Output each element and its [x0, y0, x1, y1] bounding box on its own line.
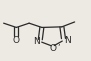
Text: N: N — [33, 37, 40, 46]
Text: ’: ’ — [57, 44, 60, 53]
Text: O: O — [49, 44, 56, 53]
Text: O: O — [13, 36, 20, 45]
Text: N: N — [64, 36, 71, 45]
